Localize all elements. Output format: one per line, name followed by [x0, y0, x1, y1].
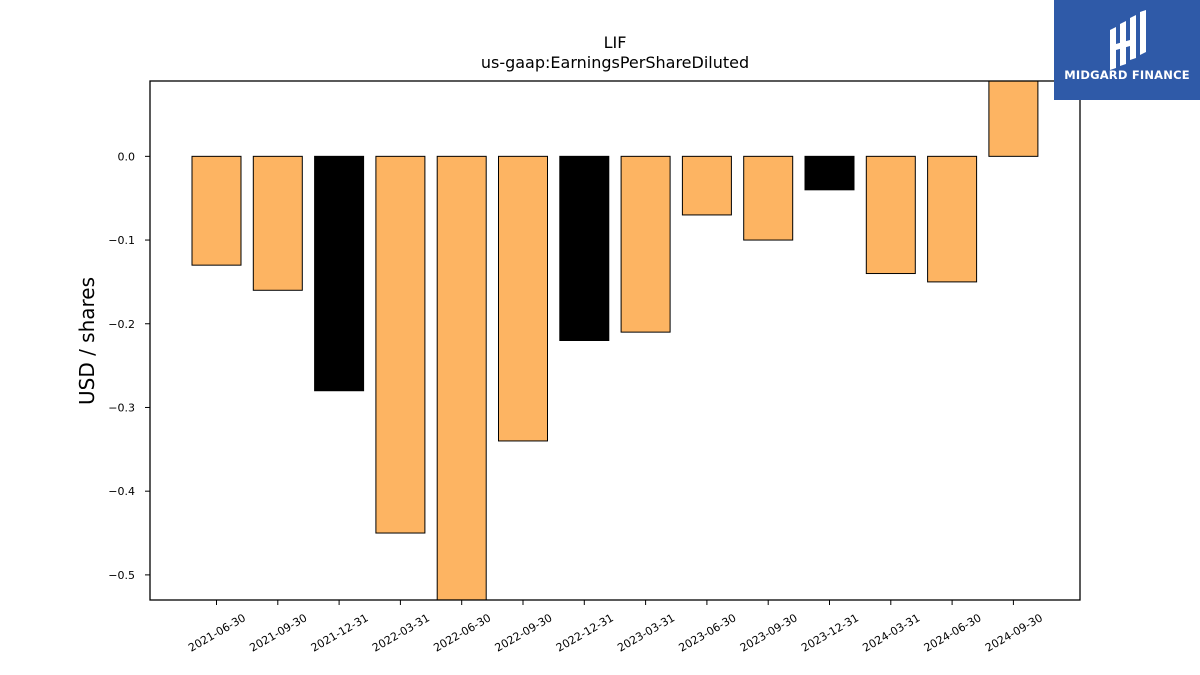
bar-2021-09-30	[252, 155, 303, 291]
y-tick-label: −0.1	[108, 234, 135, 247]
bar-2022-12-31	[559, 155, 610, 341]
plot-frame	[149, 80, 1081, 601]
bar-2023-09-30	[743, 155, 794, 241]
chart-title: LIF	[604, 33, 627, 52]
x-tick-label: 2021-09-30	[247, 611, 309, 654]
y-tick-label: −0.4	[108, 485, 135, 498]
y-axis-ticks: 0.0 −0.1 −0.2 −0.3 −0.4 −0.5	[108, 150, 150, 582]
y-tick-label: −0.3	[108, 401, 135, 414]
x-tick-label: 2024-03-31	[860, 611, 922, 654]
x-tick-label: 2023-09-30	[738, 611, 800, 654]
x-tick-label: 2023-12-31	[799, 611, 861, 654]
chart-subtitle: us-gaap:EarningsPerShareDiluted	[481, 53, 749, 72]
x-axis-ticks: 2021-06-30 2021-09-30 2021-12-31 2022-03-31…	[186, 600, 1045, 655]
bar-2023-03-31	[620, 155, 671, 333]
bar-2021-06-30	[191, 155, 242, 266]
bar-2024-03-31	[865, 155, 916, 275]
x-tick-label: 2021-12-31	[309, 611, 371, 654]
y-tick-label: −0.5	[108, 569, 135, 582]
bar-2024-06-30	[927, 155, 978, 283]
bar-2022-03-31	[375, 155, 426, 534]
x-tick-label: 2024-06-30	[922, 611, 984, 654]
midgard-finance-logo: MIDGARD FINANCE	[1054, 0, 1200, 100]
y-tick-label: 0.0	[118, 150, 136, 163]
bar-2022-09-30	[498, 155, 548, 442]
x-tick-label: 2022-12-31	[554, 611, 616, 654]
bars-layer	[191, 80, 1039, 601]
x-tick-label: 2022-06-30	[431, 611, 493, 654]
bar-2023-06-30	[681, 155, 732, 216]
x-tick-label: 2023-06-30	[677, 611, 739, 654]
bar-2022-06-30	[436, 155, 487, 601]
bar-2024-09-30	[988, 80, 1039, 157]
x-tick-label: 2024-09-30	[983, 611, 1045, 654]
x-tick-label: 2022-03-31	[370, 611, 432, 654]
x-tick-label: 2023-03-31	[615, 611, 677, 654]
x-tick-label: 2021-06-30	[186, 611, 248, 654]
bar-2023-12-31	[804, 155, 855, 191]
y-tick-label: −0.2	[108, 318, 135, 331]
logo-mark-icon	[1110, 10, 1146, 70]
logo-text: MIDGARD FINANCE	[1064, 68, 1190, 82]
y-axis-label: USD / shares	[75, 277, 99, 405]
x-tick-label: 2022-09-30	[493, 611, 555, 654]
bar-2021-12-31	[314, 155, 365, 392]
